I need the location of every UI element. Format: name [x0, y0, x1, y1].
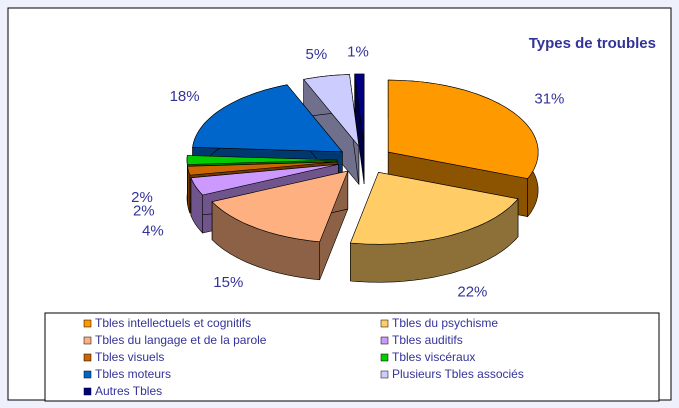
slice	[186, 155, 338, 165]
legend-label: Autres Tbles	[95, 384, 162, 398]
legend-swatch	[380, 319, 389, 328]
legend-swatch	[380, 353, 389, 362]
legend: Tbles intellectuels et cognitifs Tbles du…	[83, 316, 524, 398]
pie	[186, 73, 539, 283]
chart-title: Types de troubles	[529, 35, 656, 52]
legend-swatch	[83, 336, 92, 345]
slice	[192, 84, 343, 153]
slice	[187, 161, 338, 176]
data-label: 2%	[131, 189, 153, 206]
legend-swatch	[83, 370, 92, 379]
data-label: 18%	[170, 88, 200, 105]
labels: 1% 5% 18% 31% 2%2% 4% 15% 22%	[131, 43, 564, 300]
data-label: 22%	[457, 283, 487, 300]
data-label: 5%	[306, 46, 328, 63]
legend-swatch	[83, 319, 92, 328]
slice	[190, 164, 339, 196]
legend-label: Tbles moteurs	[95, 367, 171, 381]
slice	[354, 73, 365, 147]
slice	[303, 74, 360, 186]
slice	[349, 171, 519, 283]
data-label: 1%	[347, 43, 369, 60]
legend-label: Tbles intellectuels et cognitifs	[95, 316, 251, 330]
slice	[387, 79, 539, 179]
slice	[349, 171, 519, 245]
slice	[211, 170, 349, 243]
legend-label: Tbles auditifs	[392, 333, 463, 347]
legend-label: Tbles viscéraux	[392, 350, 475, 364]
slice	[211, 170, 349, 281]
legend-swatch	[380, 336, 389, 345]
legend-label: Tbles visuels	[95, 350, 164, 364]
data-label: 2%	[133, 202, 155, 219]
legend-swatch	[380, 370, 389, 379]
data-label: 31%	[534, 90, 564, 107]
legend-label: Plusieurs Tbles associés	[392, 367, 524, 381]
slice	[354, 73, 365, 185]
slice	[303, 74, 360, 148]
data-label: 4%	[142, 222, 164, 239]
legend-box	[44, 312, 660, 402]
legend-swatch	[83, 387, 92, 396]
legend-label: Tbles du psychisme	[392, 316, 498, 330]
legend-swatch	[83, 353, 92, 362]
legend-label: Tbles du langage et de la parole	[95, 333, 267, 347]
data-label: 15%	[213, 274, 243, 291]
